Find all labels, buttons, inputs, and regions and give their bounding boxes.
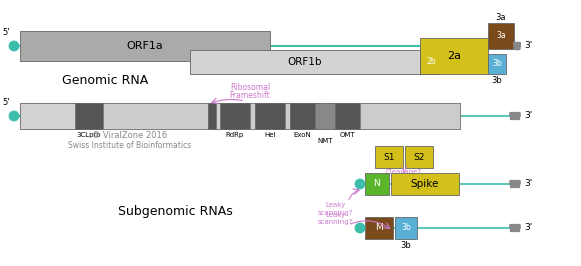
Bar (375, 146, 403, 168)
Text: Cleavage?: Cleavage? (386, 169, 422, 175)
Text: 3b: 3b (401, 241, 411, 250)
Bar (250, 103, 255, 129)
Text: 3b: 3b (492, 60, 502, 69)
Bar (315, 103, 335, 129)
Text: 3': 3' (524, 111, 532, 120)
Bar (405, 146, 433, 168)
Text: ORF1b: ORF1b (288, 57, 322, 67)
Text: S2: S2 (413, 152, 425, 161)
Text: Genomic RNA: Genomic RNA (62, 74, 148, 87)
Text: 3a: 3a (496, 13, 506, 22)
Text: Swiss Institute of Bioinformatics: Swiss Institute of Bioinformatics (69, 142, 192, 151)
Bar (365, 217, 393, 239)
Text: 3': 3' (524, 180, 532, 189)
Text: 3CLpro: 3CLpro (77, 132, 101, 138)
Text: Subgenomic RNAs: Subgenomic RNAs (117, 205, 232, 218)
Text: Ribosomal: Ribosomal (230, 83, 270, 92)
Text: 5': 5' (2, 98, 10, 107)
Text: ExoN: ExoN (293, 132, 311, 138)
Bar (285, 103, 290, 129)
Text: 3b: 3b (492, 76, 503, 85)
Text: © ViralZone 2016: © ViralZone 2016 (92, 131, 167, 140)
Bar (20, 31, 270, 61)
Circle shape (355, 223, 365, 233)
Text: 2b: 2b (426, 57, 436, 66)
Bar (103, 103, 208, 129)
Bar (255, 103, 285, 129)
Bar (290, 103, 315, 129)
Text: M: M (375, 223, 383, 232)
Bar (190, 50, 420, 74)
Text: Leaky: Leaky (325, 212, 345, 218)
Text: 3': 3' (524, 223, 532, 232)
Text: Frameshift: Frameshift (229, 91, 270, 100)
Text: RdRp: RdRp (226, 132, 244, 138)
Text: Polyprotein 1a: Polyprotein 1a (80, 107, 140, 117)
Bar (488, 54, 506, 74)
Text: scanning?: scanning? (317, 219, 353, 225)
Text: 3b: 3b (401, 223, 411, 232)
Text: 2a: 2a (447, 51, 461, 61)
Bar (488, 23, 514, 49)
Bar (391, 173, 459, 195)
Bar (75, 103, 103, 129)
Bar (395, 217, 417, 239)
Text: ORF1a: ORF1a (127, 41, 163, 51)
Text: 3': 3' (524, 41, 532, 51)
Text: NMT: NMT (317, 138, 333, 144)
Text: scanning?: scanning? (317, 210, 353, 216)
Text: 3a: 3a (496, 31, 506, 40)
Bar (335, 103, 360, 129)
Bar (220, 103, 250, 129)
Text: Polyprotein 1ab: Polyprotein 1ab (77, 118, 143, 127)
Text: S1: S1 (383, 152, 394, 161)
Text: Leaky: Leaky (325, 202, 345, 208)
Text: OMT: OMT (339, 132, 355, 138)
Circle shape (355, 179, 365, 189)
Text: Spike: Spike (411, 179, 439, 189)
Text: Hel: Hel (264, 132, 276, 138)
Circle shape (9, 111, 19, 121)
Bar (365, 173, 389, 195)
Bar (20, 103, 460, 129)
Text: N: N (374, 180, 381, 189)
Bar (420, 50, 442, 74)
Bar (208, 103, 216, 129)
Bar (360, 103, 460, 129)
Circle shape (9, 41, 19, 51)
Text: 5': 5' (2, 28, 10, 37)
Bar (420, 38, 488, 74)
